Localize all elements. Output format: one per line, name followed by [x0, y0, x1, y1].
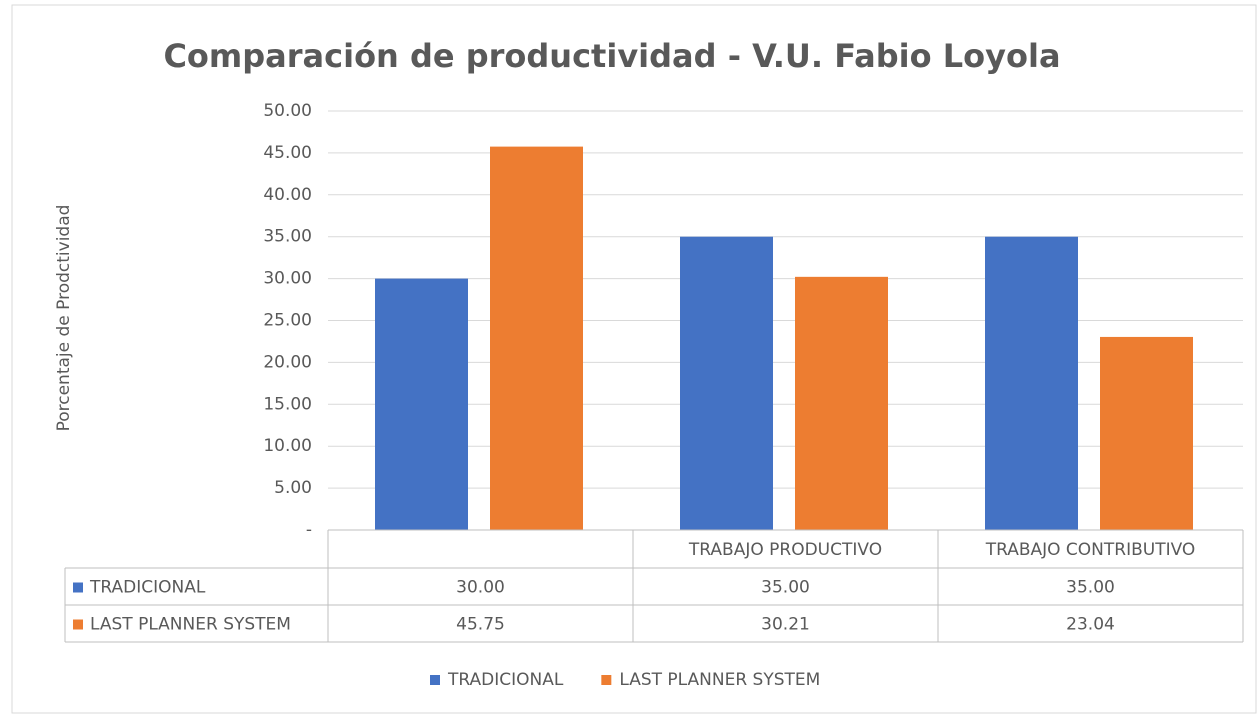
x-tick-label: TRABAJO CONTRIBUTIVO: [985, 540, 1196, 560]
table-value: 35.00: [761, 578, 810, 598]
legend-key: [601, 675, 612, 685]
legend-key: [430, 675, 440, 685]
bar: [985, 236, 1078, 530]
y-tick-label: 35.00: [263, 227, 312, 247]
y-tick-label: 45.00: [263, 143, 312, 163]
x-tick-label: TRABAJO PRODUCTIVO: [688, 540, 882, 560]
y-tick-label: 30.00: [263, 269, 312, 289]
table-series-name: TRADICIONAL: [89, 578, 206, 598]
bar: [375, 278, 468, 530]
bar: [1100, 336, 1193, 530]
bar: [680, 236, 773, 530]
table-legend-key: [73, 582, 83, 593]
y-tick-label: -: [306, 520, 312, 540]
table-value: 30.21: [761, 615, 810, 635]
y-tick-label: 5.00: [274, 478, 312, 498]
bar: [795, 276, 888, 530]
y-tick-label: 40.00: [263, 185, 312, 205]
y-tick-label: 25.00: [263, 311, 312, 331]
chart-title: Comparación de productividad - V.U. Fabi…: [163, 37, 1060, 75]
table-value: 45.75: [456, 615, 505, 635]
y-tick-label: 20.00: [263, 352, 312, 372]
table-value: 30.00: [456, 578, 505, 598]
table-legend-key: [73, 619, 83, 630]
bar: [490, 146, 583, 531]
y-tick-label: 15.00: [263, 394, 312, 414]
y-axis-label: Porcentaje de Prodctividad: [54, 205, 74, 432]
table-value: 35.00: [1066, 578, 1115, 598]
table-value: 23.04: [1066, 615, 1115, 635]
legend-label: LAST PLANNER SYSTEM: [619, 670, 820, 690]
y-tick-label: 50.00: [263, 101, 312, 121]
table-series-name: LAST PLANNER SYSTEM: [90, 615, 291, 635]
legend-label: TRADICIONAL: [447, 670, 564, 690]
y-tick-label: 10.00: [263, 436, 312, 456]
